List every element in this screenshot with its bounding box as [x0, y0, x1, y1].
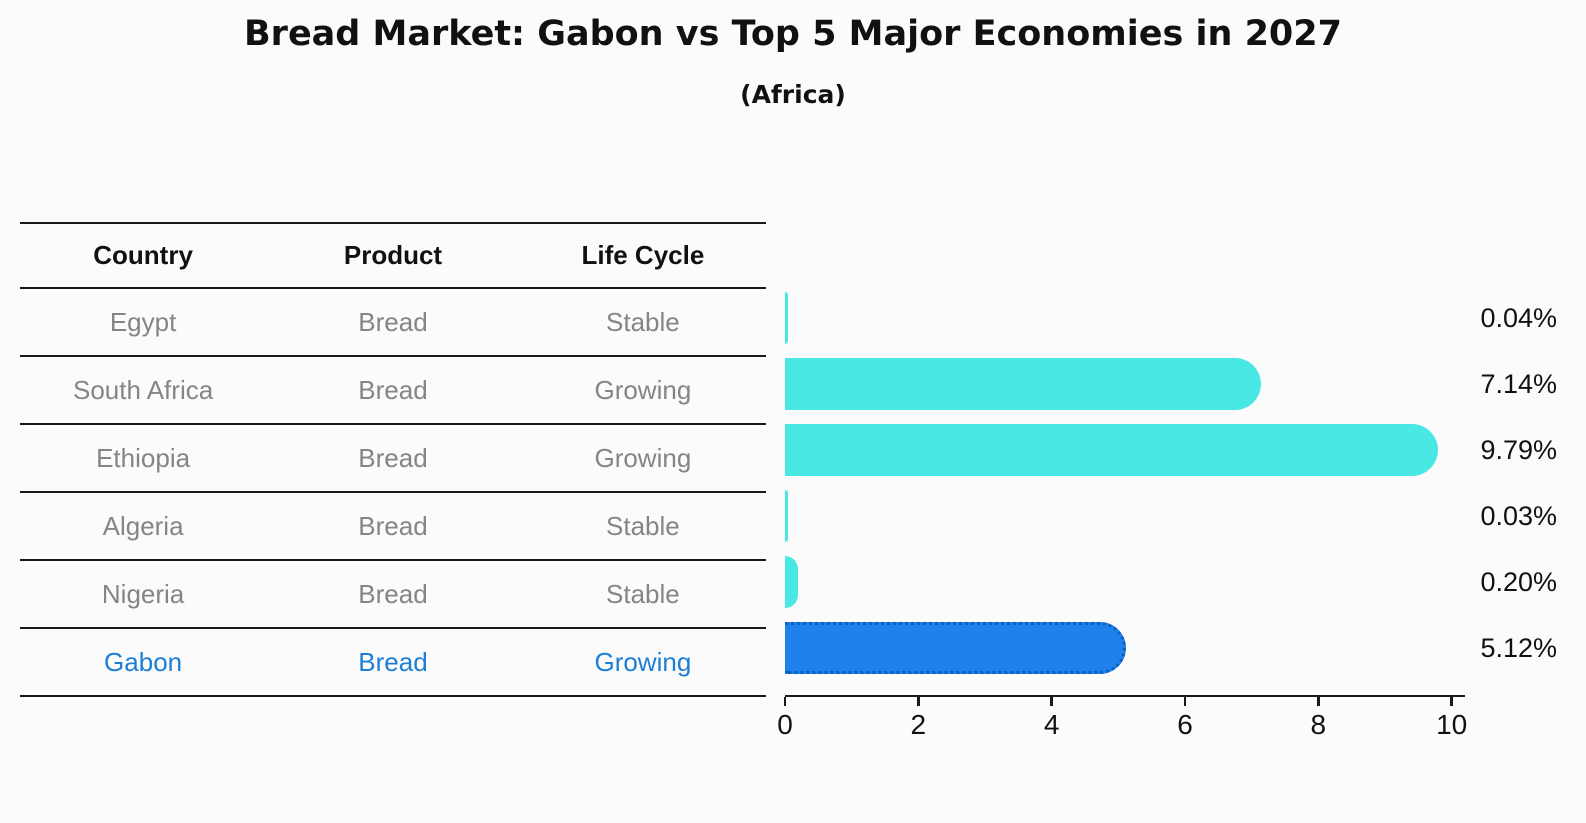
bar-egypt	[785, 292, 788, 344]
product-cell: Bread	[358, 510, 428, 541]
lifecycle-cell: Growing	[594, 646, 692, 677]
header-country: Country	[93, 240, 193, 270]
bar-chart-plot-area: 0 2 4 6 8 10	[777, 222, 1467, 740]
x-axis-tick-label: 10	[1436, 709, 1468, 740]
header-life-cycle: Life Cycle	[581, 240, 705, 270]
x-axis-tick-label: 4	[1043, 709, 1060, 740]
table-row-gabon: Gabon Bread Growing	[20, 629, 766, 697]
product-cell: Bread	[358, 578, 428, 609]
bar-ethiopia	[785, 424, 1438, 476]
x-axis-tick-label: 6	[1177, 709, 1193, 740]
x-axis-tick-label: 2	[910, 709, 927, 740]
product-cell: Bread	[358, 374, 428, 405]
country-cell: South Africa	[72, 374, 214, 405]
bar-gabon	[785, 622, 1127, 674]
chart-subtitle: (Africa)	[740, 80, 846, 109]
country-cell: Nigeria	[101, 578, 185, 609]
product-cell: Bread	[358, 306, 428, 337]
tick-mark	[783, 697, 787, 706]
lifecycle-cell: Stable	[606, 578, 680, 609]
bar-south-africa	[785, 358, 1261, 410]
country-table: Country Product Life Cycle Egypt Bread S…	[20, 222, 766, 697]
x-axis-tick-label: 0	[777, 709, 793, 740]
table-row-algeria: Algeria Bread Stable	[20, 493, 766, 561]
tick-mark	[1183, 697, 1187, 706]
lifecycle-cell: Stable	[606, 306, 680, 337]
value-label-south-africa: 7.14%	[1480, 369, 1557, 399]
header-product: Product	[343, 240, 443, 270]
lifecycle-cell: Growing	[594, 442, 692, 473]
country-cell: Gabon	[104, 646, 183, 677]
tick-mark	[1317, 697, 1320, 706]
bar-algeria	[785, 490, 788, 542]
x-axis-tick-label: 8	[1310, 709, 1327, 740]
value-label-ethiopia: 9.79%	[1480, 435, 1557, 465]
country-cell: Egypt	[109, 306, 177, 337]
tick-mark	[1450, 697, 1453, 706]
country-cell: Algeria	[102, 510, 184, 541]
lifecycle-cell: Stable	[606, 510, 680, 541]
value-label-egypt: 0.04%	[1480, 303, 1557, 333]
table-row-ethiopia: Ethiopia Bread Growing	[20, 425, 766, 493]
tick-mark	[1050, 697, 1053, 706]
product-cell: Bread	[358, 646, 428, 677]
bar-nigeria	[785, 556, 799, 608]
product-cell: Bread	[358, 442, 428, 473]
value-label-nigeria: 0.20%	[1480, 567, 1557, 597]
chart-title: Bread Market: Gabon vs Top 5 Major Econo…	[244, 14, 1342, 54]
table-row-egypt: Egypt Bread Stable	[20, 289, 766, 357]
lifecycle-cell: Growing	[594, 374, 692, 405]
table-header-row: Country Product Life Cycle	[20, 224, 766, 289]
tick-mark	[917, 697, 920, 706]
table-row-nigeria: Nigeria Bread Stable	[20, 561, 766, 629]
country-cell: Ethiopia	[96, 442, 191, 473]
value-label-algeria: 0.03%	[1480, 501, 1557, 531]
value-label-gabon: 5.12%	[1480, 633, 1557, 663]
table-row-south-africa: South Africa Bread Growing	[20, 357, 766, 425]
